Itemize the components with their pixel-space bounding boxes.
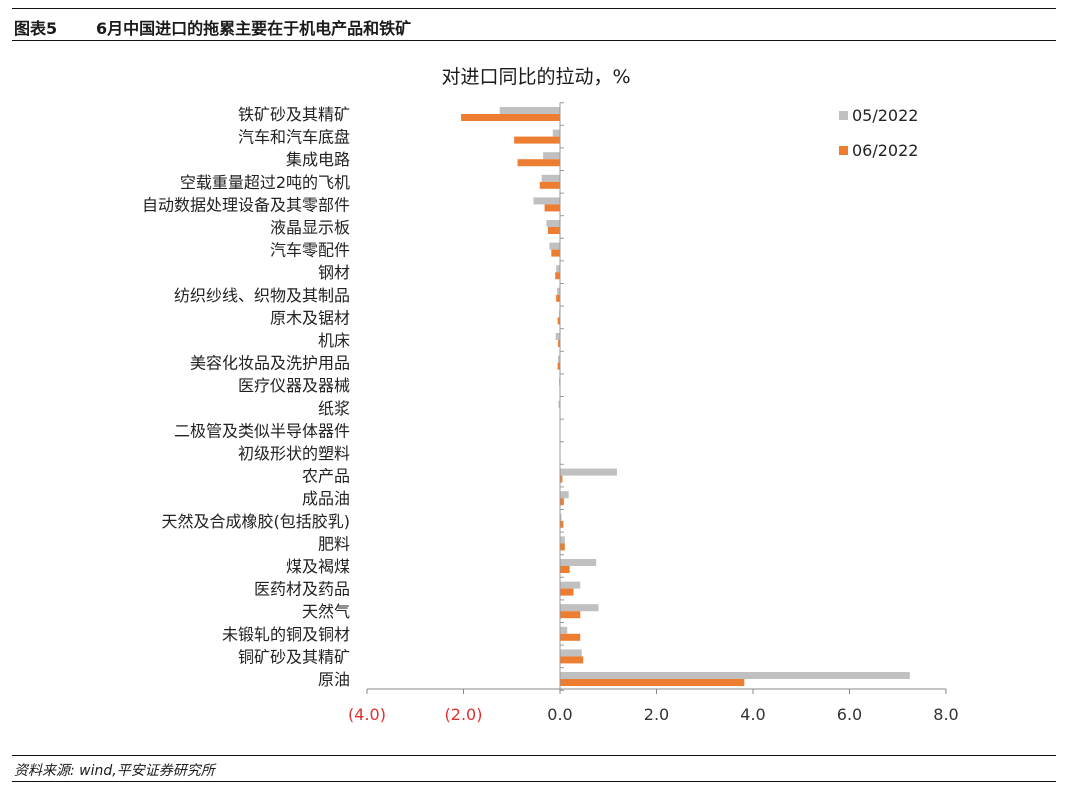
- bar-may: [555, 333, 560, 340]
- category-label: 初级形状的塑料: [238, 444, 350, 463]
- bar-may: [558, 355, 560, 363]
- bar-june: [560, 588, 574, 596]
- category-label: 未锻轧的铜及铜材: [222, 625, 350, 644]
- value-tick-label: 2.0: [644, 705, 669, 724]
- bar-june: [461, 114, 560, 121]
- category-label: 美容化妆品及洗护用品: [190, 354, 350, 373]
- bar-may: [558, 400, 560, 408]
- value-tick-label: (2.0): [445, 705, 483, 724]
- category-label: 原油: [318, 670, 350, 689]
- bar-may: [557, 287, 560, 295]
- bar-may: [541, 174, 560, 182]
- bar-june: [555, 272, 560, 280]
- bar-june: [556, 294, 560, 302]
- bar-may: [543, 152, 560, 160]
- bar-june: [560, 543, 565, 551]
- category-label: 集成电路: [286, 150, 350, 169]
- bar-june: [558, 340, 560, 347]
- category-label: 空载重量超过2吨的飞机: [180, 173, 350, 192]
- bar-may: [546, 220, 560, 227]
- footer-rule-bottom: [12, 781, 1056, 782]
- category-label: 肥料: [318, 534, 350, 553]
- bar-june: [551, 249, 560, 257]
- value-tick-label: 4.0: [740, 705, 765, 724]
- bar-june: [560, 633, 581, 641]
- bar-june: [560, 566, 570, 573]
- category-label: 纺织纱线、织物及其制品: [174, 286, 350, 305]
- bar-may: [560, 559, 597, 566]
- category-label: 铁矿砂及其精矿: [238, 105, 350, 124]
- bar-may: [533, 197, 560, 205]
- value-tick-label: 8.0: [933, 705, 958, 724]
- category-label: 纸浆: [318, 399, 350, 418]
- bar-may: [560, 581, 581, 589]
- bar-june: [514, 136, 560, 144]
- bar-june: [560, 498, 564, 506]
- category-label: 原木及锯材: [270, 308, 350, 327]
- category-label: 汽车和汽车底盘: [238, 128, 350, 147]
- bar-june: [547, 227, 560, 234]
- value-tick-label: 6.0: [837, 705, 862, 724]
- header-rule: [12, 40, 1056, 41]
- bar-may: [499, 107, 560, 114]
- value-tick-label: (4.0): [348, 705, 386, 724]
- bar-may: [556, 265, 560, 273]
- bar-june: [560, 656, 584, 664]
- legend-swatch: [839, 111, 848, 120]
- category-label: 液晶显示板: [270, 218, 350, 237]
- category-label: 二极管及类似半导体器件: [174, 421, 350, 440]
- category-label: 农产品: [302, 467, 350, 486]
- bar-june: [560, 475, 563, 483]
- category-label: 自动数据处理设备及其零部件: [142, 195, 350, 214]
- category-label: 天然及合成橡胶(包括胶乳): [162, 512, 351, 531]
- bar-may: [552, 129, 560, 137]
- source-note: 资料来源: wind,平安证券研究所: [14, 763, 215, 779]
- category-label: 汽车零配件: [270, 241, 350, 260]
- bar-june: [560, 611, 581, 619]
- figure-label: 图表5: [14, 19, 58, 38]
- category-label: 钢材: [318, 263, 350, 282]
- bar-may: [560, 491, 569, 499]
- bar-may: [549, 242, 560, 250]
- category-label: 医疗仪器及器械: [238, 376, 350, 395]
- category-label: 天然气: [302, 602, 350, 621]
- category-label: 铜矿砂及其精矿: [238, 647, 350, 666]
- bar-may: [560, 604, 599, 612]
- value-tick-label: 0.0: [547, 705, 572, 724]
- bar-may: [560, 468, 617, 476]
- top-rule: [12, 8, 1056, 9]
- bar-may: [560, 649, 582, 657]
- figure-title: 6月中国进口的拖累主要在于机电产品和铁矿: [96, 19, 412, 38]
- category-label: 机床: [318, 331, 350, 350]
- bar-june: [560, 520, 564, 528]
- legend-label: 05/2022: [852, 106, 918, 125]
- bar-may: [560, 513, 562, 521]
- footer-rule-top: [12, 755, 1056, 756]
- legend-swatch: [839, 146, 848, 155]
- category-label: 成品油: [302, 489, 350, 508]
- bar-may: [560, 626, 568, 634]
- bar-may: [560, 672, 910, 679]
- bar-may: [560, 536, 565, 544]
- chart-title: 对进口同比的拉动，%: [441, 66, 631, 88]
- bar-june: [557, 317, 560, 325]
- bar-june: [557, 362, 560, 370]
- bar-june: [560, 679, 745, 686]
- bar-june: [517, 159, 560, 167]
- legend-label: 06/2022: [852, 141, 918, 160]
- category-label: 医药材及药品: [254, 580, 350, 599]
- bar-june: [539, 181, 560, 189]
- category-label: 煤及褐煤: [286, 557, 350, 576]
- bar-june: [544, 204, 560, 212]
